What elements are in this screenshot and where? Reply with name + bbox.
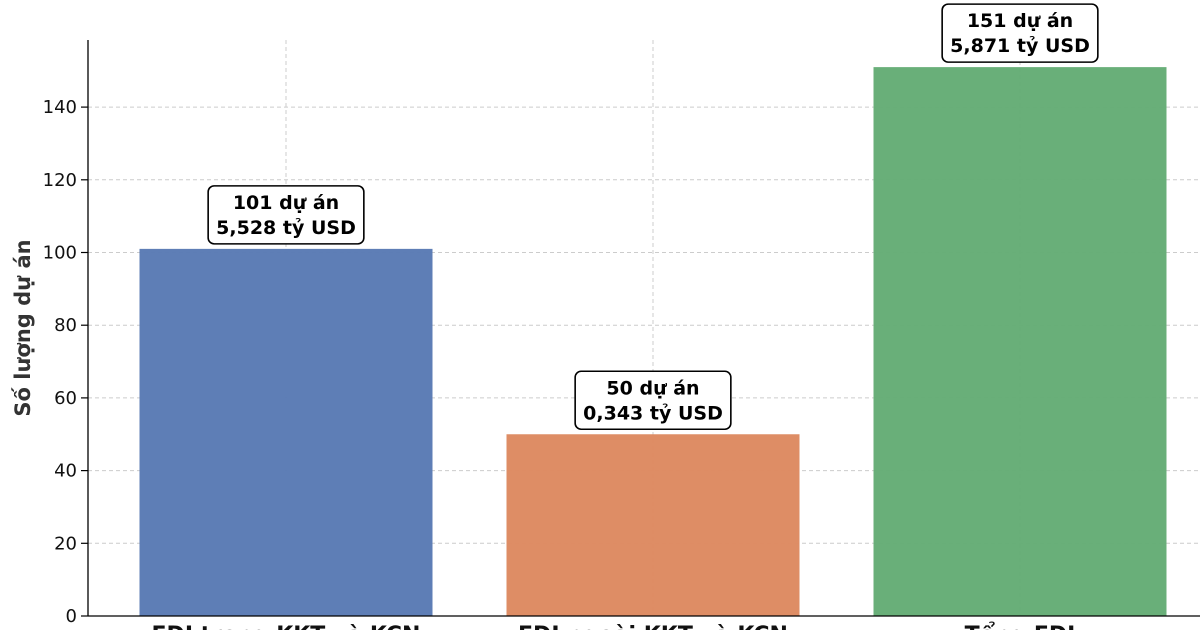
data-labels-layer: 101 dự án 5,528 tỷ USD 50 dự án 0,343 tỷ US…	[207, 3, 1099, 431]
data-label: 101 dự án 5,528 tỷ USD	[207, 185, 365, 245]
y-tick-label: 20	[54, 533, 77, 554]
data-label: 50 dự án 0,343 tỷ USD	[574, 370, 732, 431]
data-label-box	[941, 3, 1099, 63]
x-tick-label: Tổng FDI	[965, 622, 1076, 630]
y-tick-label: 140	[43, 97, 77, 118]
y-tick-label: 100	[43, 243, 77, 264]
bars-layer	[139, 67, 1167, 617]
data-label-count: 151 dự án	[967, 10, 1073, 32]
data-label-count: 101 dự án	[233, 192, 339, 214]
data-label-capital: 5,871 tỷ USD	[950, 35, 1090, 57]
data-label-capital: 5,528 tỷ USD	[216, 217, 356, 239]
y-tick-label: 60	[54, 388, 77, 409]
x-tick-label: FDI trong KKT và KCN	[152, 623, 421, 630]
bar	[873, 67, 1167, 617]
y-tick-label: 40	[54, 461, 77, 482]
data-label-count: 50 dự án	[606, 377, 699, 399]
bar	[506, 434, 800, 616]
data-label-capital: 0,343 tỷ USD	[583, 402, 723, 424]
data-label-box	[207, 185, 365, 245]
bar	[139, 248, 433, 617]
data-label: 151 dự án 5,871 tỷ USD	[941, 3, 1099, 63]
y-tick-label: 120	[43, 170, 77, 191]
y-tick-label: 80	[54, 315, 77, 336]
y-axis-title: Số lượng dự án	[11, 239, 35, 416]
y-tick-label: 0	[66, 606, 77, 627]
x-tick-label: FDI ngoài KKT và KCN	[518, 623, 788, 630]
axes-layer: 0 20 40 60 80 100 120 140 FDI trong KKT và KCN FD…	[43, 40, 1200, 630]
data-label-box	[574, 370, 732, 431]
